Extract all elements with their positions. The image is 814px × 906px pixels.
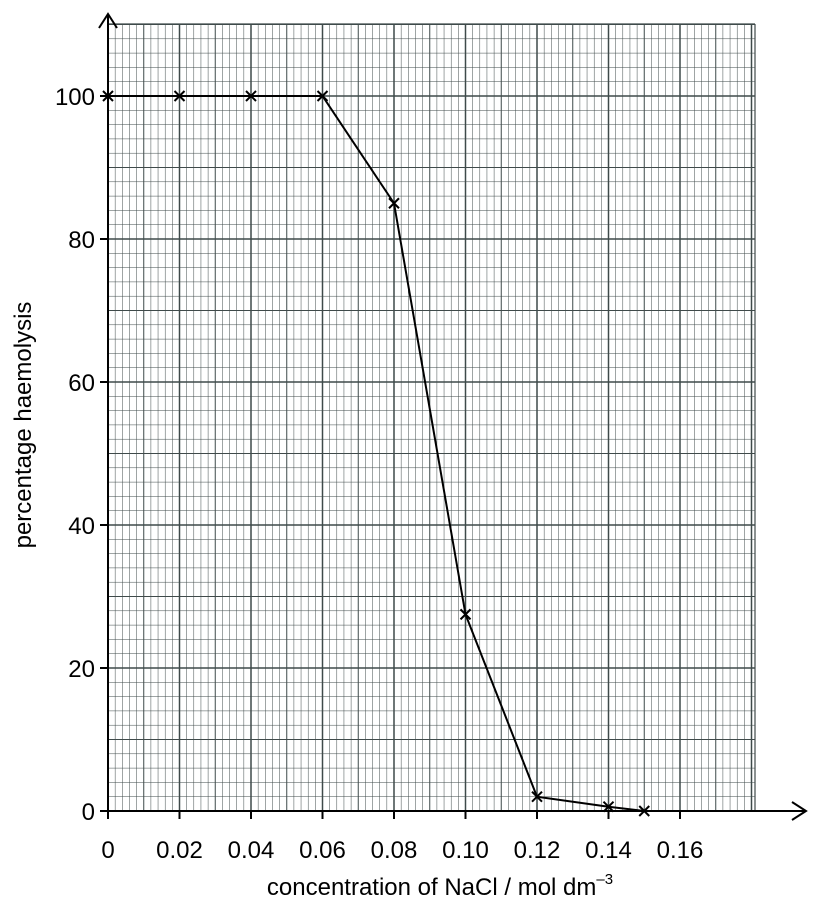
grid (107, 23, 756, 812)
data-point-marker (531, 790, 543, 803)
x-tick-label: 0.02 (156, 837, 203, 864)
x-tick-label: 0.06 (299, 837, 346, 864)
y-axis-title: percentage haemolysis (10, 302, 37, 549)
data-point-marker (388, 197, 400, 209)
x-tick-label: 0.08 (371, 837, 418, 864)
y-tick-label: 20 (68, 656, 95, 683)
data-point-marker (316, 90, 329, 102)
y-tick-labels: 0 20 40 60 80 100 (55, 84, 108, 826)
x-tick-label: 0.16 (657, 837, 704, 864)
x-tick-label: 0.10 (442, 837, 489, 864)
axes (98, 12, 808, 821)
x-tick-label: 0 (101, 837, 114, 864)
x-tick-labels: 0 0.02 0.04 0.06 0.08 0.10 0.12 0.14 0.16 (101, 811, 703, 864)
y-tick-label: 40 (68, 513, 95, 540)
data-point-marker (245, 90, 257, 102)
y-axis-arrow (98, 12, 118, 29)
x-axis-title: concentration of NaCl / mol dm–3 (267, 871, 613, 901)
x-tick-label: 0.12 (514, 837, 561, 864)
y-tick-label: 80 (68, 227, 95, 254)
data-point-marker (602, 801, 615, 813)
y-tick-label: 60 (68, 370, 95, 397)
x-tick-label: 0.14 (585, 837, 632, 864)
data-point-marker (459, 608, 472, 621)
x-axis-title-text: concentration of NaCl / mol dm (267, 874, 596, 901)
y-tick-label: 0 (82, 799, 95, 826)
x-tick-label: 0.04 (228, 837, 275, 864)
x-axis-arrow (791, 801, 808, 821)
data-point-marker (173, 90, 186, 102)
y-tick-label: 100 (55, 84, 95, 111)
x-axis-title-superscript: –3 (596, 871, 613, 888)
data-point-marker (638, 805, 650, 817)
